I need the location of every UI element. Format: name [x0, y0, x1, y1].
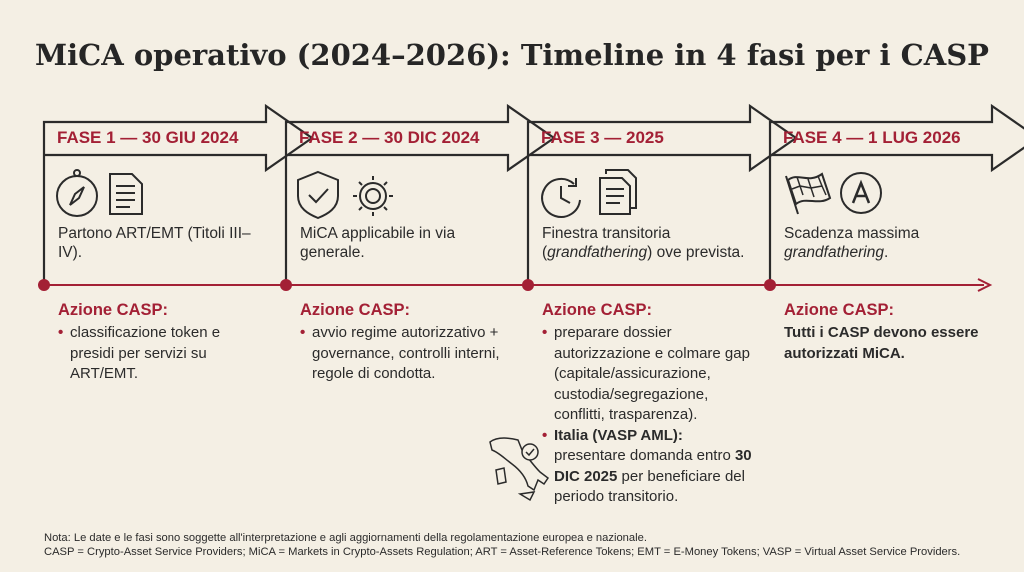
gear-icon: [353, 176, 393, 216]
description-text: grandfathering: [547, 244, 648, 261]
action-label: Azione CASP:: [784, 301, 895, 319]
clock-icon: [541, 177, 581, 218]
phase-description: Finestra transitoria (grandfathering) ov…: [542, 224, 747, 262]
phase-label: FASE 2 — 30 DIC 2024: [299, 128, 480, 147]
description-text: .: [883, 244, 889, 261]
description-text: MiCA applicabile in via generale.: [300, 225, 456, 261]
action-text: Tutti i CASP devono essere autorizzati M…: [784, 324, 979, 362]
timeline-dot: [38, 279, 50, 291]
description-text: ) ove prevista.: [647, 244, 745, 261]
action-text: 30 DIC 2025: [554, 447, 752, 485]
shield-icon: [297, 170, 339, 220]
bullet: •: [58, 324, 64, 341]
bullet: •: [542, 324, 548, 341]
action-item: Tutti i CASP devono essere autorizzati M…: [784, 323, 1009, 364]
action-item: • classificazione token e presidi per ser…: [58, 323, 233, 385]
bullet: •: [542, 426, 548, 444]
timeline-dot: [522, 279, 534, 291]
compass-icon: [56, 169, 98, 217]
document-icon: [109, 173, 143, 215]
action-list: • preparare dossier autorizzazione e colm…: [542, 323, 754, 508]
note-line: Nota: Le date e le fasi sono soggette al…: [44, 532, 647, 544]
action-list: • classificazione token e presidi per ser…: [58, 323, 233, 385]
footnote: Nota: Le date e le fasi sono soggette al…: [44, 531, 960, 559]
italy-map-icon: [489, 437, 550, 502]
action-list: • avvio regime autorizzativo + governance…: [300, 323, 525, 385]
timeline: [38, 103, 1024, 292]
action-item: • Italia (VASP AML): presentare domanda e…: [542, 426, 754, 508]
action-text: classificazione token e presidi per serv…: [70, 324, 221, 382]
phase-description: MiCA applicabile in via generale.: [300, 224, 505, 262]
action-text: avvio regime autorizzativo + governance,…: [312, 324, 500, 382]
action-item: • preparare dossier autorizzazione e colm…: [542, 323, 754, 426]
phase-description: Scadenza massima grandfathering.: [784, 224, 989, 262]
action-label: Azione CASP:: [542, 301, 653, 319]
documents-icon: [599, 169, 637, 215]
timeline-dot: [764, 279, 776, 291]
action-text: per beneficiare del periodo transitorio.: [554, 467, 745, 506]
action-label: Azione CASP:: [58, 301, 169, 319]
phase-description: Partono ART/EMT (Titoli III–IV).: [58, 224, 263, 262]
action-item: • avvio regime autorizzativo + governance…: [300, 323, 525, 385]
description-text: grandfathering: [784, 244, 884, 261]
description-text: Scadenza massima: [784, 225, 920, 242]
action-text: preparare dossier autorizzazione e colma…: [554, 324, 750, 423]
title: MiCA operativo (2024–2026): Timeline in …: [35, 38, 989, 72]
action-text: presentare domanda entro: [554, 447, 735, 464]
description-text: Partono ART/EMT (Titoli III–IV).: [58, 225, 251, 261]
action-label: Azione CASP:: [300, 301, 411, 319]
description-text: Finestra transitoria (: [542, 225, 671, 261]
phase-label: FASE 4 — 1 LUG 2026: [783, 128, 961, 147]
note-line: CASP = Crypto-Asset Service Providers; M…: [44, 546, 961, 558]
timeline-arrow: [977, 278, 993, 292]
icons: [56, 169, 882, 502]
phase-label: FASE 1 — 30 GIU 2024: [57, 128, 239, 147]
action-text: Italia (VASP AML):: [554, 426, 683, 444]
action-list: Tutti i CASP devono essere autorizzati M…: [784, 323, 1009, 364]
timeline-dot: [280, 279, 292, 291]
bullet: •: [300, 324, 306, 341]
flag-icon: [785, 172, 832, 215]
authorization-icon: [840, 172, 882, 214]
phase-label: FASE 3 — 2025: [541, 128, 664, 147]
phase-arrow: [768, 103, 1024, 285]
